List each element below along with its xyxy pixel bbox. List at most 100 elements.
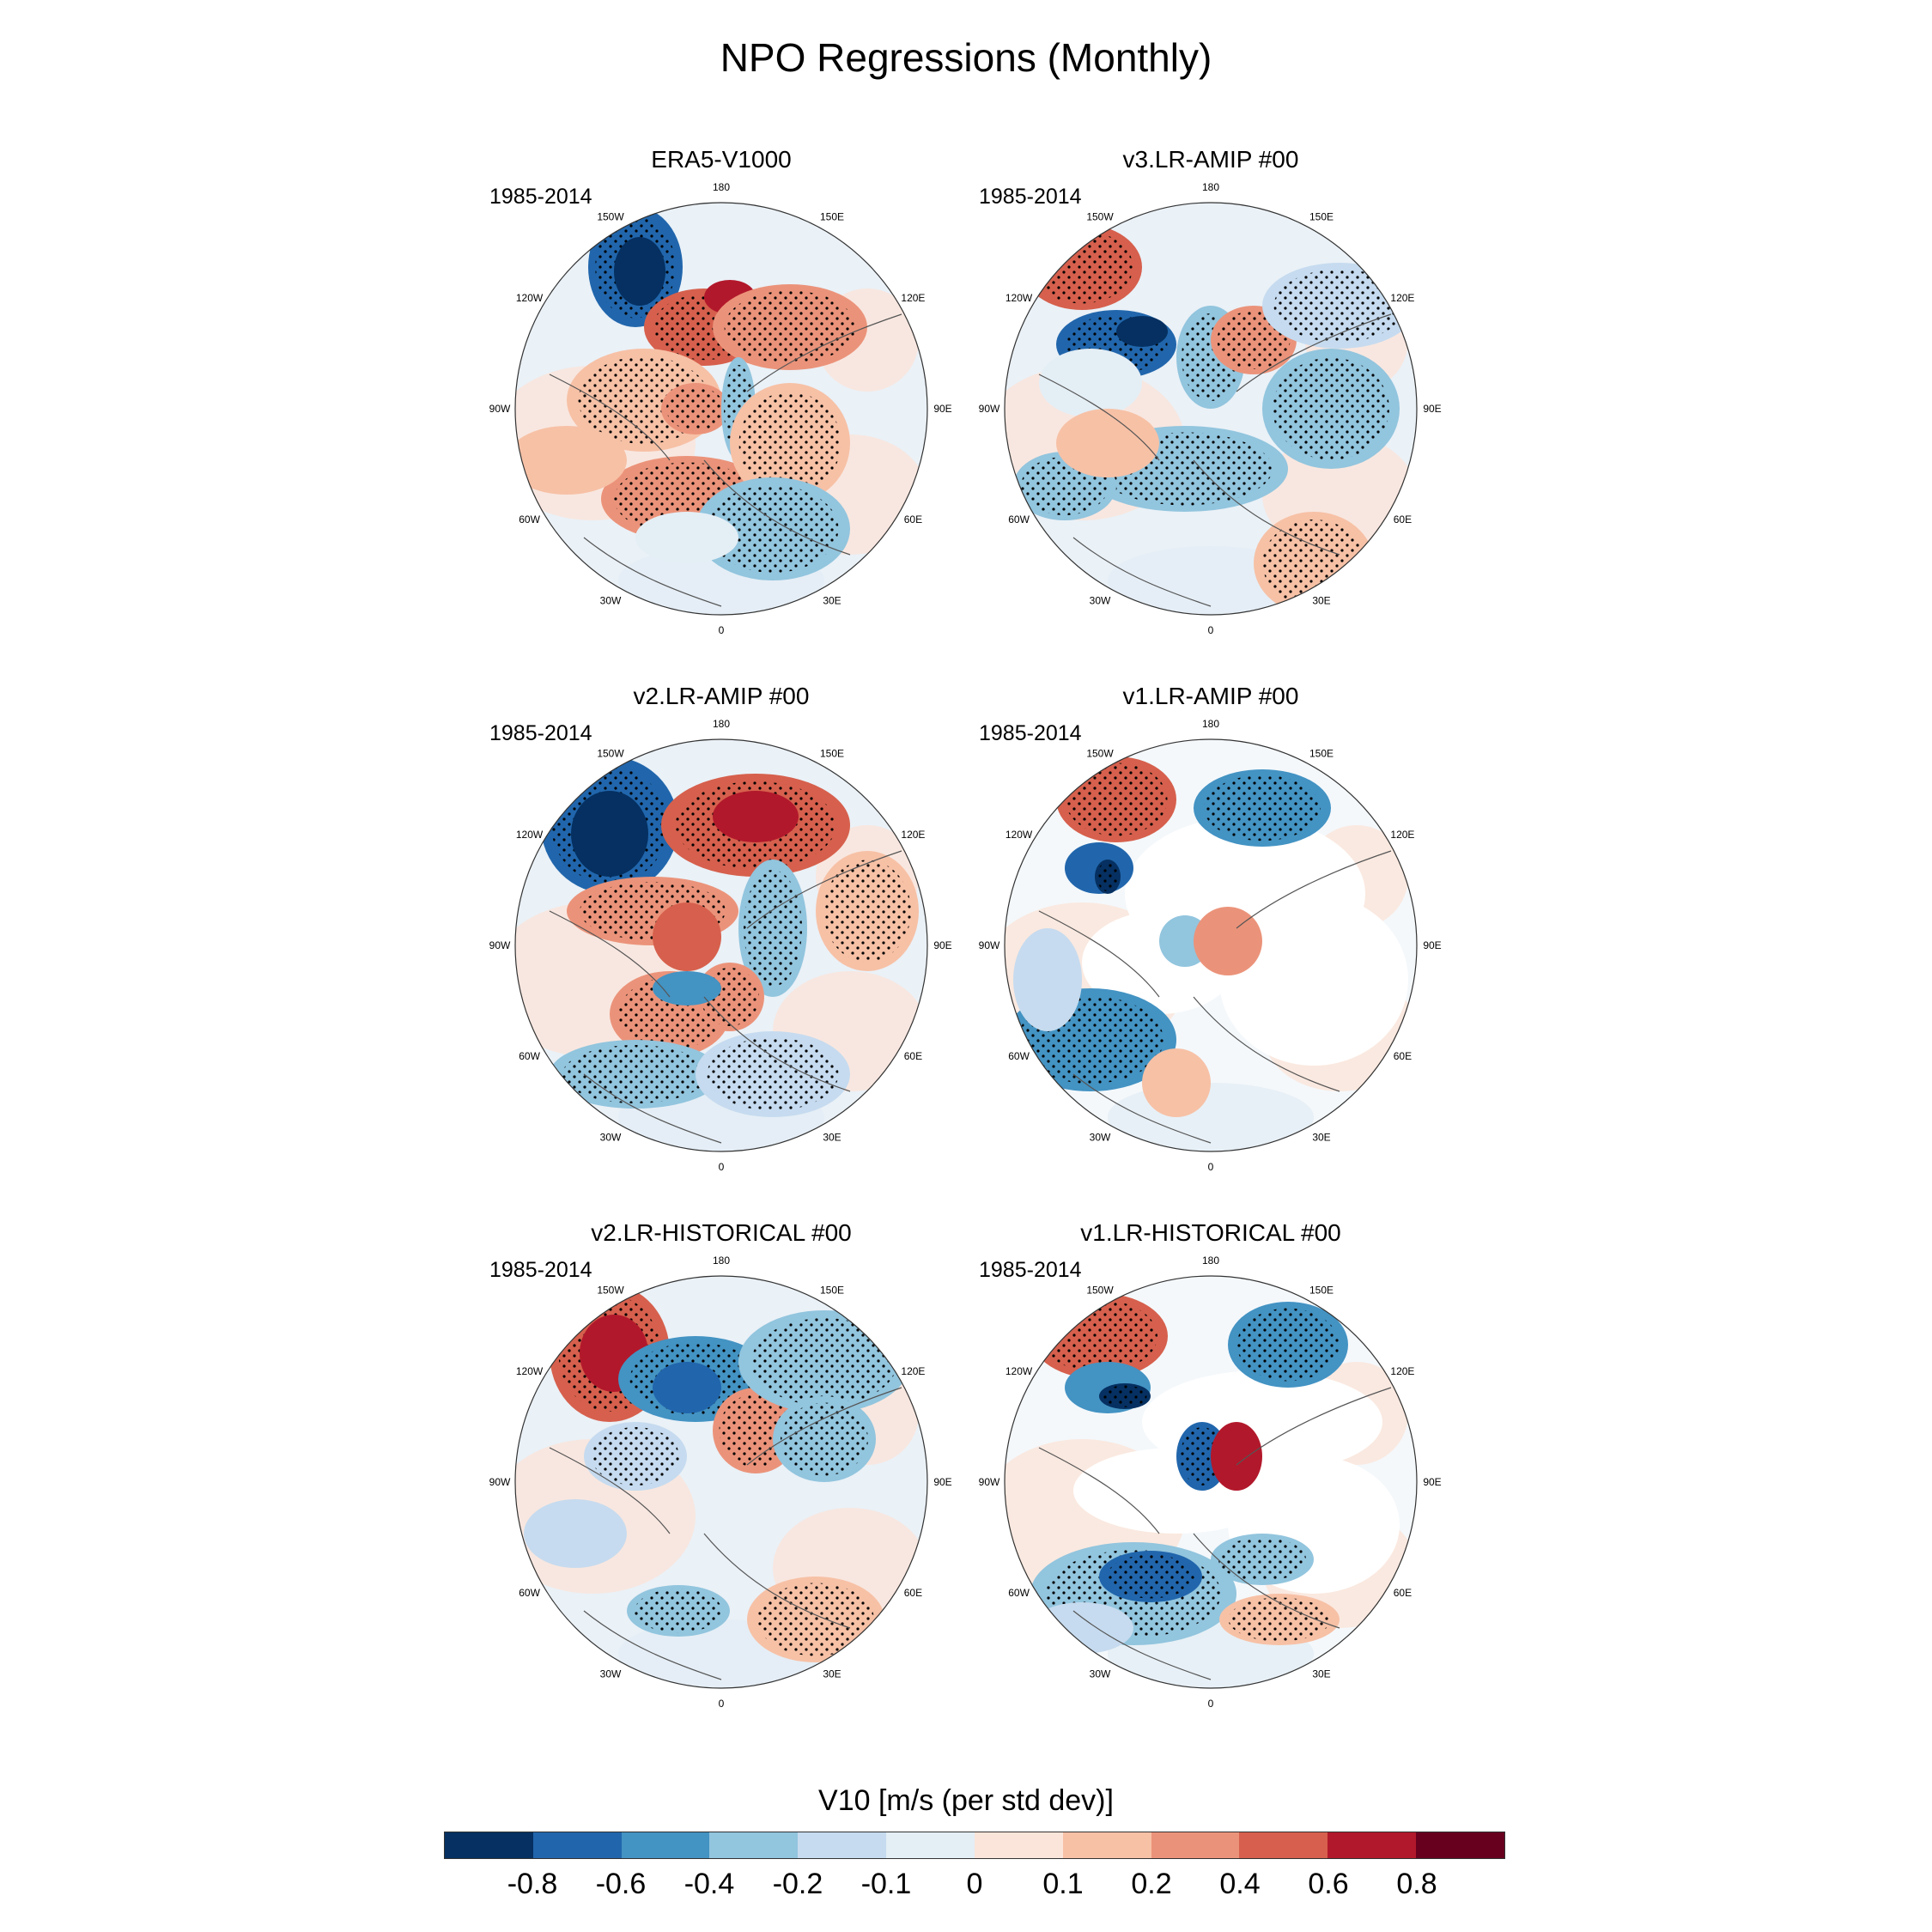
colorbar-box — [1239, 1832, 1328, 1858]
longitude-label: 60W — [1008, 1587, 1030, 1599]
longitude-label: 0 — [719, 1161, 725, 1173]
longitude-label: 60W — [1008, 1050, 1030, 1062]
significance-stipple — [1107, 1554, 1194, 1599]
longitude-label: 150W — [597, 211, 624, 223]
longitude-label: 60E — [1394, 1050, 1412, 1062]
longitude-label: 60E — [1394, 513, 1412, 526]
colorbar-tick-label: 0.8 — [1396, 1868, 1437, 1900]
map-border — [514, 738, 928, 1152]
colorbar-box — [1151, 1832, 1240, 1858]
colorbar-box — [1327, 1832, 1417, 1858]
longitude-label: 150W — [1086, 211, 1114, 223]
map-panel-v2-amip: 180 150E 120E 90E 60E 30E 0 30W 60W 90W 120W 150W v… — [489, 683, 953, 1173]
longitude-label: 90E — [1423, 939, 1441, 951]
missing-data-region — [1219, 894, 1408, 1066]
colorbar-tick-label: 0.2 — [1131, 1868, 1172, 1900]
anomaly-region — [1211, 1422, 1262, 1491]
colorbar-tick-label: -0.4 — [683, 1868, 735, 1900]
longitude-label: 30E — [1312, 594, 1330, 606]
longitude-label: 150W — [597, 748, 624, 760]
colorbar-tick-label: 0 — [966, 1868, 983, 1900]
significance-stipple — [1180, 1427, 1224, 1485]
longitude-label: 90W — [489, 1476, 511, 1488]
longitude-label: 60W — [1008, 513, 1030, 526]
colorbar-box — [1062, 1832, 1151, 1858]
anomaly-region — [515, 426, 627, 495]
significance-stipple — [1273, 269, 1406, 343]
longitude-label: 60E — [904, 513, 922, 526]
significance-stipple — [635, 1589, 722, 1633]
significance-stipple — [1041, 1299, 1157, 1373]
map-panel-v1-historical: 180 150E 120E 90E 60E 30E 0 30W 60W 90W 120W 150W v… — [979, 1219, 1443, 1710]
colorbar-labels: -0.8 -0.6 -0.4 -0.2 -0.1 0 0.1 0.2 0.4 0.6 0.8 — [444, 1868, 1505, 1902]
longitude-label: 30W — [600, 1131, 622, 1143]
colorbar-box — [621, 1832, 710, 1858]
significance-stipple — [738, 392, 841, 495]
significance-stipple — [1065, 762, 1168, 836]
colorbar-tick-label: -0.6 — [595, 1868, 647, 1900]
colorbar-tick-label: -0.8 — [507, 1868, 558, 1900]
longitude-label: 60E — [904, 1587, 922, 1599]
colorbar — [444, 1832, 1505, 1859]
map-panel-v3-amip: 180 150E 120E 90E 60E 30E 0 30W 60W 90W 120W 150W v… — [979, 146, 1443, 636]
colorbar-box — [886, 1832, 975, 1858]
longitude-label: 90E — [933, 1476, 951, 1488]
significance-stipple — [744, 870, 802, 987]
significance-stipple — [1228, 1597, 1331, 1642]
longitude-label: 150E — [820, 1285, 844, 1297]
colorbar-tick-label: 0.4 — [1219, 1868, 1261, 1900]
longitude-label: 0 — [719, 1698, 725, 1710]
anomaly-region — [524, 1499, 627, 1568]
longitude-label: 30W — [1090, 1131, 1111, 1143]
colorbar-title: V10 [m/s (per std dev)] — [818, 1784, 1114, 1817]
significance-stipple — [724, 290, 856, 364]
map-border — [1004, 1275, 1418, 1689]
longitude-label: 180 — [713, 718, 730, 730]
longitude-label: 90W — [489, 939, 511, 951]
longitude-label: 150W — [597, 1285, 624, 1297]
longitude-label: 120W — [516, 1365, 544, 1377]
longitude-label: 60W — [519, 1587, 540, 1599]
map-border — [514, 202, 928, 616]
polar-map: 180 150E 120E 90E 60E 30E 0 30W 60W 90W 120W 150W — [489, 1255, 952, 1710]
map-border — [514, 1275, 928, 1689]
longitude-label: 90W — [489, 403, 511, 415]
polar-map: 180 150E 120E 90E 60E 30E 0 30W 60W 90W 120W 150W — [979, 181, 1442, 636]
anomaly-region — [1039, 349, 1142, 417]
significance-stipple — [707, 1037, 839, 1111]
longitude-label: 120W — [1005, 292, 1033, 304]
colorbar-box — [974, 1832, 1063, 1858]
longitude-label: 30E — [1312, 1131, 1330, 1143]
longitude-label: 30W — [600, 1668, 622, 1680]
coastline — [549, 850, 902, 1144]
anomaly-patch — [1108, 1083, 1314, 1151]
significance-stipple — [719, 1394, 793, 1467]
map-panel-v2-historical: 180 150E 120E 90E 60E 30E 0 30W 60W 90W 120W 150W v… — [489, 1219, 953, 1710]
significance-stipple — [1103, 1385, 1147, 1407]
longitude-label: 30W — [600, 594, 622, 606]
longitude-label: 90E — [1423, 403, 1441, 415]
longitude-label: 180 — [713, 1255, 730, 1267]
panel-title: v2.LR-HISTORICAL #00 — [591, 1219, 852, 1246]
map-panel-era5: 180 150E 120E 90E 60E 30E 0 30W 60W 90W 120W 150W E… — [489, 146, 953, 636]
longitude-label: 30E — [823, 1131, 841, 1143]
longitude-label: 0 — [1208, 624, 1214, 636]
longitude-label: 120E — [901, 829, 925, 841]
anomaly-region — [1030, 1602, 1133, 1654]
anomaly-region — [653, 902, 721, 971]
colorbar-tick-label: 0.1 — [1042, 1868, 1084, 1900]
longitude-label: 150E — [1309, 1285, 1334, 1297]
significance-stipple — [707, 485, 839, 573]
map-border — [1004, 202, 1418, 616]
longitude-label: 60E — [1394, 1587, 1412, 1599]
anomaly-region — [1116, 316, 1168, 347]
longitude-label: 150W — [1086, 748, 1114, 760]
longitude-label: 0 — [1208, 1698, 1214, 1710]
significance-stipple — [823, 860, 911, 963]
colorbar-box — [798, 1832, 887, 1858]
longitude-label: 180 — [713, 181, 730, 193]
anomaly-region — [614, 237, 665, 306]
period-label: 1985-2014 — [979, 721, 1082, 745]
longitude-label: 120E — [901, 1365, 925, 1377]
period-label: 1985-2014 — [489, 1258, 592, 1282]
